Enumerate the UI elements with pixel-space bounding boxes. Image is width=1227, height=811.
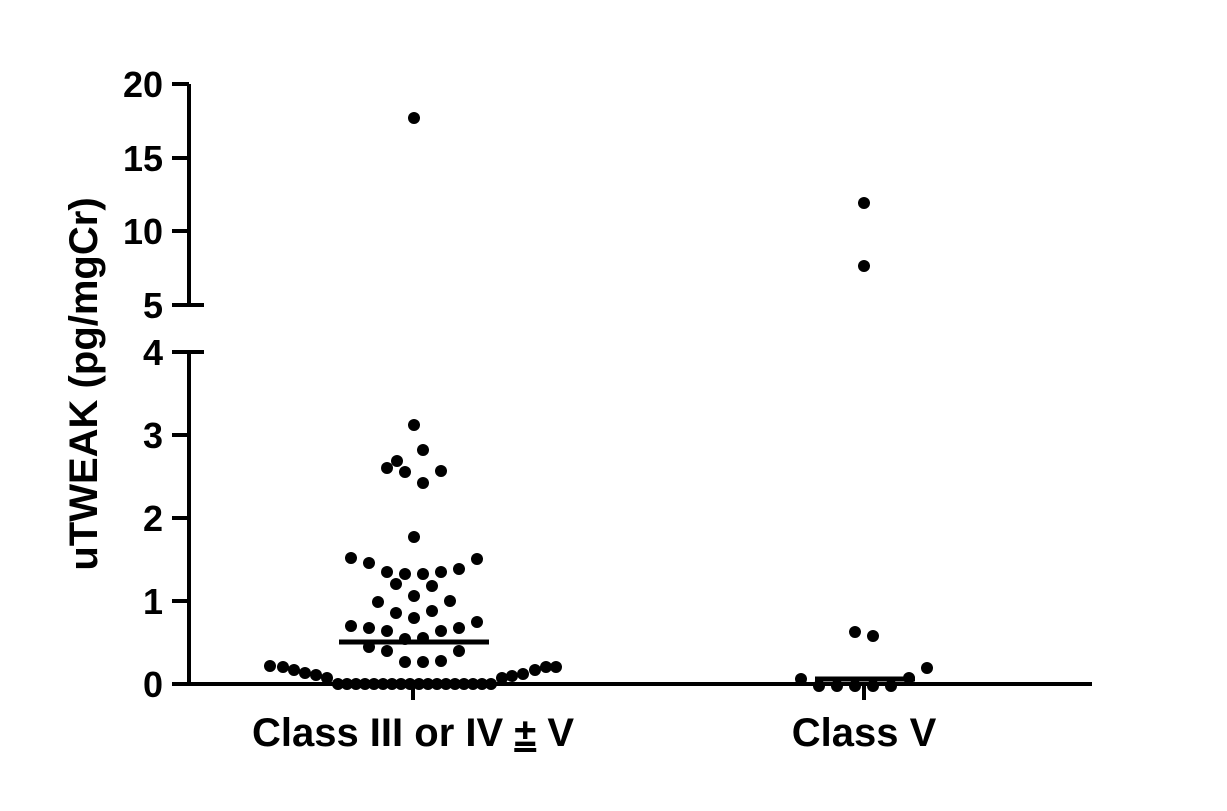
data-point-group2 bbox=[849, 680, 861, 692]
data-point-group1 bbox=[299, 667, 311, 679]
data-point-group2 bbox=[795, 673, 807, 685]
data-point-group1 bbox=[399, 568, 411, 580]
data-point-group1 bbox=[381, 645, 393, 657]
data-point-group1 bbox=[399, 656, 411, 668]
data-point-group1 bbox=[453, 645, 465, 657]
data-point-group1 bbox=[435, 625, 447, 637]
y-tick-0: 0 bbox=[143, 664, 163, 705]
data-point-group1 bbox=[529, 664, 541, 676]
data-point-group1 bbox=[435, 465, 447, 477]
y-axis-upper-segment bbox=[172, 82, 204, 307]
y-tick-2: 2 bbox=[143, 498, 163, 539]
data-point-group1 bbox=[390, 607, 402, 619]
data-point-group2 bbox=[858, 260, 870, 272]
data-point-group1 bbox=[288, 664, 300, 676]
data-point-group1 bbox=[404, 678, 416, 690]
y-tick-15: 15 bbox=[123, 138, 163, 179]
plus-minus-symbol: ± bbox=[514, 711, 536, 755]
data-point-group1 bbox=[426, 580, 438, 592]
data-points bbox=[264, 112, 933, 692]
x-axis bbox=[172, 682, 1092, 700]
data-point-group1 bbox=[359, 678, 371, 690]
data-point-group1 bbox=[264, 660, 276, 672]
y-tick-1: 1 bbox=[143, 581, 163, 622]
data-point-group1 bbox=[506, 670, 518, 682]
y-tick-4: 4 bbox=[143, 332, 163, 373]
data-point-group1 bbox=[467, 678, 479, 690]
data-point-group1 bbox=[417, 568, 429, 580]
data-point-group1 bbox=[426, 605, 438, 617]
data-point-group1 bbox=[471, 616, 483, 628]
data-point-group1 bbox=[399, 466, 411, 478]
data-point-group1 bbox=[408, 531, 420, 543]
data-point-group1 bbox=[417, 656, 429, 668]
data-point-group1 bbox=[386, 678, 398, 690]
data-point-group1 bbox=[381, 462, 393, 474]
data-point-group1 bbox=[408, 419, 420, 431]
data-point-group1 bbox=[550, 661, 562, 673]
x-category-label-1: Class III or IV ± V bbox=[252, 711, 574, 755]
data-point-group1 bbox=[449, 678, 461, 690]
data-point-group2 bbox=[858, 197, 870, 209]
data-point-group1 bbox=[363, 622, 375, 634]
data-point-group1 bbox=[413, 678, 425, 690]
data-point-group1 bbox=[458, 678, 470, 690]
data-point-group1 bbox=[377, 678, 389, 690]
data-point-group2 bbox=[885, 680, 897, 692]
data-point-group1 bbox=[453, 563, 465, 575]
data-point-group1 bbox=[422, 678, 434, 690]
data-point-group1 bbox=[341, 678, 353, 690]
y-tick-5: 5 bbox=[143, 285, 163, 326]
y-tick-3: 3 bbox=[143, 415, 163, 456]
data-point-group1 bbox=[345, 620, 357, 632]
data-point-group1 bbox=[350, 678, 362, 690]
data-point-group1 bbox=[368, 678, 380, 690]
data-point-group1 bbox=[395, 678, 407, 690]
data-point-group2 bbox=[867, 680, 879, 692]
data-point-group1 bbox=[440, 678, 452, 690]
data-point-group1 bbox=[408, 612, 420, 624]
data-point-group1 bbox=[496, 672, 508, 684]
data-point-group1 bbox=[310, 669, 322, 681]
data-point-group1 bbox=[363, 557, 375, 569]
data-point-group1 bbox=[540, 661, 552, 673]
data-point-group1 bbox=[476, 678, 488, 690]
data-point-group1 bbox=[435, 566, 447, 578]
data-point-group1 bbox=[485, 678, 497, 690]
data-point-group1 bbox=[408, 112, 420, 124]
data-point-group1 bbox=[517, 668, 529, 680]
data-point-group1 bbox=[391, 455, 403, 467]
y-tick-20: 20 bbox=[123, 64, 163, 105]
data-point-group1 bbox=[381, 566, 393, 578]
center-lines bbox=[339, 639, 915, 682]
y-axis-title: uTWEAK (pg/mgCr) bbox=[62, 197, 106, 570]
data-point-group1 bbox=[431, 678, 443, 690]
y-tick-labels: 20 15 10 5 4 3 2 1 0 bbox=[123, 64, 163, 705]
data-point-group1 bbox=[417, 444, 429, 456]
data-point-group1 bbox=[345, 552, 357, 564]
data-point-group1 bbox=[417, 477, 429, 489]
data-point-group1 bbox=[390, 578, 402, 590]
data-point-group1 bbox=[277, 661, 289, 673]
data-point-group2 bbox=[849, 626, 861, 638]
y-axis-lower-segment bbox=[172, 350, 204, 684]
x-category-label-2: Class V bbox=[792, 711, 937, 755]
data-point-group2 bbox=[813, 680, 825, 692]
data-point-group1 bbox=[435, 655, 447, 667]
data-point-group2 bbox=[831, 680, 843, 692]
data-point-group1 bbox=[381, 625, 393, 637]
data-point-group2 bbox=[921, 662, 933, 674]
data-point-group1 bbox=[332, 678, 344, 690]
data-point-group1 bbox=[453, 622, 465, 634]
data-point-group1 bbox=[471, 553, 483, 565]
data-point-group1 bbox=[408, 590, 420, 602]
y-tick-10: 10 bbox=[123, 211, 163, 252]
data-point-group2 bbox=[867, 630, 879, 642]
data-point-group1 bbox=[444, 595, 456, 607]
data-point-group1 bbox=[372, 596, 384, 608]
data-point-group1 bbox=[321, 672, 333, 684]
